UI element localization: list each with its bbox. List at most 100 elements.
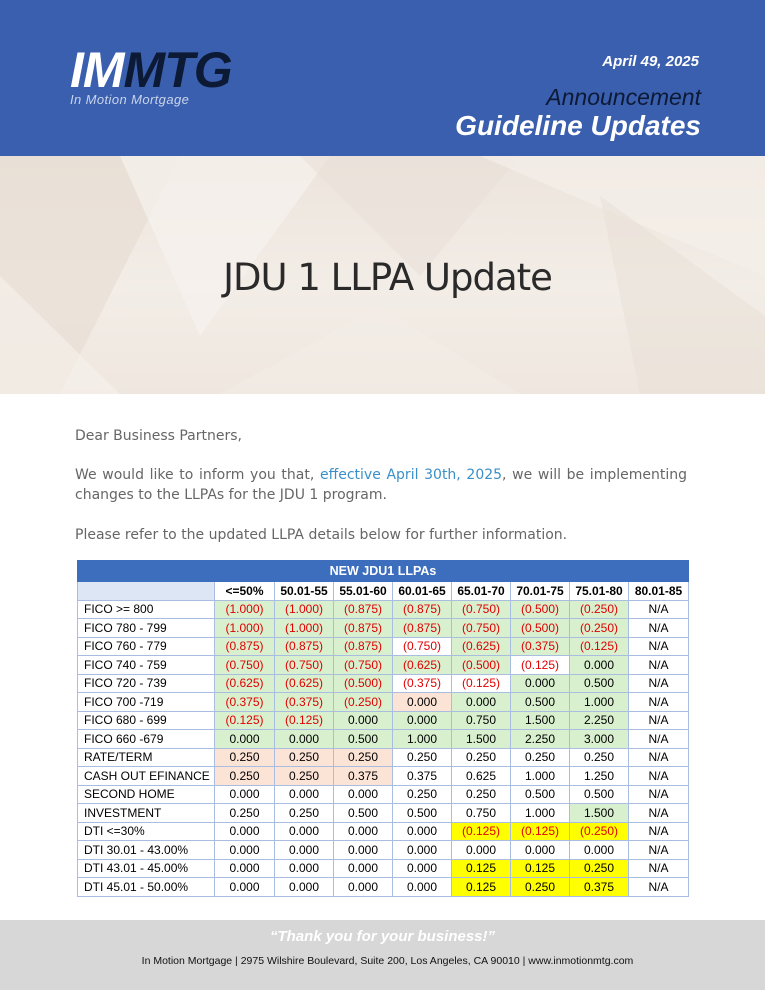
row-label: FICO 700 -719: [77, 692, 215, 712]
llpa-cell: 0.000: [214, 821, 275, 841]
llpa-cell: 0.125: [510, 858, 570, 878]
llpa-cell: (0.875): [333, 618, 393, 638]
llpa-cell: N/A: [628, 729, 689, 749]
llpa-cell: 0.250: [569, 858, 629, 878]
llpa-cell: 0.000: [569, 655, 629, 675]
logo-wordmark: IMMTG: [70, 45, 233, 95]
intro-paragraph: We would like to inform you that, effect…: [75, 465, 687, 505]
llpa-cell: 0.750: [451, 803, 511, 823]
table-row: FICO 780 - 799 (1.000) (1.000) (0.875) (0.87…: [77, 618, 689, 638]
table-row: FICO 660 -679 0.000 0.000 0.500 1.000 1.500 2.…: [77, 729, 689, 749]
llpa-cell: 0.000: [333, 858, 393, 878]
llpa-cell: 3.000: [569, 729, 629, 749]
llpa-cell: N/A: [628, 618, 689, 638]
llpa-cell: (0.750): [451, 599, 511, 619]
effective-date-highlight: effective April 30th, 2025: [319, 467, 503, 483]
llpa-cell: (1.000): [274, 599, 334, 619]
llpa-cell: N/A: [628, 803, 689, 823]
llpa-cell: (0.625): [274, 673, 334, 693]
table-row: RATE/TERM 0.250 0.250 0.250 0.250 0.250 0.250 0…: [77, 747, 689, 767]
intro-text-start: We would like to inform you that,: [75, 467, 320, 483]
page-title: JDU 1 LLPA Update: [223, 256, 553, 299]
llpa-cell: 0.000: [451, 692, 511, 712]
logo-mtg: MTG: [123, 42, 233, 98]
llpa-cell: N/A: [628, 858, 689, 878]
logo-im: IM: [70, 42, 125, 98]
llpa-cell: (0.750): [392, 636, 452, 656]
llpa-cell: 0.500: [510, 692, 570, 712]
table-row: FICO 680 - 699 (0.125) (0.125) 0.000 0.000 0.…: [77, 710, 689, 730]
llpa-cell: (0.375): [214, 692, 275, 712]
row-label: FICO 660 -679: [77, 729, 215, 749]
llpa-cell: (0.750): [214, 655, 275, 675]
column-header: 80.01-85: [628, 581, 689, 601]
llpa-cell: 0.250: [392, 747, 452, 767]
llpa-cell: 0.000: [392, 858, 452, 878]
column-header: <=50%: [214, 581, 275, 601]
llpa-cell: 2.250: [569, 710, 629, 730]
llpa-cell: N/A: [628, 747, 689, 767]
llpa-cell: (0.750): [333, 655, 393, 675]
llpa-cell: 0.250: [451, 747, 511, 767]
llpa-cell: 0.000: [392, 821, 452, 841]
llpa-cell: 0.250: [392, 784, 452, 804]
table-row: FICO >= 800 (1.000) (1.000) (0.875) (0.875)(…: [77, 599, 689, 619]
llpa-cell: 0.500: [569, 673, 629, 693]
llpa-cell: 1.000: [510, 766, 570, 786]
llpa-cell: (0.125): [510, 821, 570, 841]
llpa-cell: 0.750: [451, 710, 511, 730]
llpa-cell: 0.500: [569, 784, 629, 804]
llpa-cell: 0.000: [214, 858, 275, 878]
llpa-cell: 2.250: [510, 729, 570, 749]
llpa-cell: 0.000: [274, 877, 334, 897]
table-row: INVESTMENT 0.250 0.250 0.500 0.500 0.750 1.000…: [77, 803, 689, 823]
llpa-cell: 0.500: [392, 803, 452, 823]
row-label: FICO 680 - 699: [77, 710, 215, 730]
llpa-cell: 0.250: [274, 766, 334, 786]
llpa-cell: N/A: [628, 636, 689, 656]
table-row: DTI 45.01 - 50.00% 0.000 0.000 0.000 0.000 0.…: [77, 877, 689, 897]
llpa-cell: (0.750): [451, 618, 511, 638]
column-header: 60.01-65: [392, 581, 452, 601]
llpa-cell: 0.000: [392, 710, 452, 730]
logo-tagline: In Motion Mortgage: [70, 92, 190, 107]
table-body: FICO >= 800 (1.000) (1.000) (0.875) (0.875)(…: [77, 599, 689, 897]
llpa-cell: 0.000: [333, 877, 393, 897]
llpa-cell: (0.875): [333, 636, 393, 656]
llpa-cell: 0.375: [333, 766, 393, 786]
llpa-cell: 0.375: [569, 877, 629, 897]
row-label: FICO 740 - 759: [77, 655, 215, 675]
llpa-cell: N/A: [628, 710, 689, 730]
llpa-cell: (1.000): [214, 618, 275, 638]
row-label: SECOND HOME: [77, 784, 215, 804]
llpa-cell: 1.000: [569, 692, 629, 712]
llpa-cell: 0.250: [451, 784, 511, 804]
llpa-cell: (1.000): [274, 618, 334, 638]
guideline-updates-title: Guideline Updates: [455, 110, 701, 141]
row-label: RATE/TERM: [77, 747, 215, 767]
table-row: CASH OUT EFINANCE 0.250 0.250 0.375 0.375 0.6…: [77, 766, 689, 786]
column-header: 75.01-80: [569, 581, 629, 601]
llpa-cell: 0.250: [569, 747, 629, 767]
llpa-cell: N/A: [628, 766, 689, 786]
footer: “Thank you for your business!” In Motion…: [0, 920, 765, 990]
table-header-row: <=50% 50.01-55 55.01-60 60.01-65 65.01-70 70.…: [77, 581, 689, 601]
llpa-cell: (1.000): [214, 599, 275, 619]
table-title: NEW JDU1 LLPAs: [77, 560, 689, 582]
llpa-cell: 0.000: [214, 784, 275, 804]
llpa-cell: 0.000: [451, 840, 511, 860]
llpa-cell: (0.625): [214, 673, 275, 693]
hero-banner: JDU 1 LLPA Update: [0, 156, 765, 394]
llpa-cell: (0.375): [510, 636, 570, 656]
llpa-cell: (0.875): [274, 636, 334, 656]
table-row: FICO 760 - 779 (0.875) (0.875) (0.875) (0.75…: [77, 636, 689, 656]
table-row: SECOND HOME 0.000 0.000 0.000 0.250 0.250 0.50…: [77, 784, 689, 804]
llpa-cell: (0.250): [569, 821, 629, 841]
llpa-cell: 1.000: [392, 729, 452, 749]
row-label: DTI <=30%: [77, 821, 215, 841]
llpa-cell: (0.625): [392, 655, 452, 675]
hero-background-pattern: [0, 156, 765, 394]
llpa-cell: 0.000: [392, 692, 452, 712]
row-label: DTI 30.01 - 43.00%: [77, 840, 215, 860]
llpa-cell: 0.000: [274, 858, 334, 878]
